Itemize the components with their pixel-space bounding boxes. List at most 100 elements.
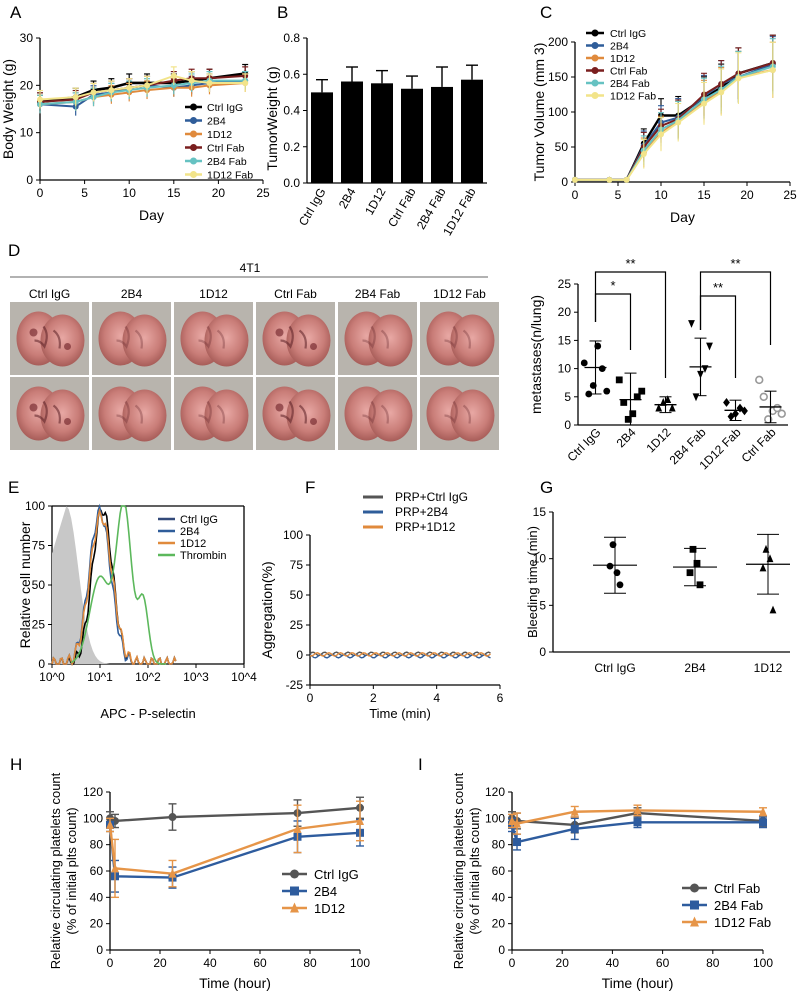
panel-label: H	[10, 755, 22, 774]
y-axis-title-line1: Relative circulating platelets count	[451, 772, 466, 969]
lung-lesion	[34, 400, 61, 424]
y-tick-label: 80	[90, 838, 104, 852]
legend-label: Thrombin	[180, 550, 226, 562]
x-tick-label: 10^3	[183, 670, 209, 684]
legend-label: Ctrl Fab	[714, 881, 760, 896]
legend-marker	[190, 117, 197, 124]
significance-bracket	[594, 293, 632, 350]
legend-label: Ctrl IgG	[610, 28, 646, 40]
x-tick-label: 80	[706, 956, 720, 970]
data-point	[570, 824, 579, 833]
x-tick-label: 10^0	[39, 670, 65, 684]
y-axis-title: Tumor Volume (mm 3)	[531, 43, 547, 182]
category-label: 1D12	[362, 185, 389, 217]
x-tick-label: 10	[123, 186, 137, 200]
legend-label: 2B4 Fab	[610, 78, 650, 90]
data-point	[606, 176, 613, 183]
y-tick-label: 20	[20, 78, 34, 92]
y-axis-title: Body Weight (g)	[0, 59, 16, 159]
lung-lesion	[275, 328, 284, 337]
y-axis-title: metastases(n/lung)	[528, 295, 544, 414]
group-1	[673, 545, 717, 589]
data-point	[242, 79, 249, 86]
x-tick-label: 40	[606, 956, 620, 970]
y-tick-label: 75	[32, 539, 46, 553]
panel-i-axes: 0 20 40 60 80 100 120 0 20 40 60 80 100 Time (hour) Re…	[451, 772, 773, 991]
lung-column-label: 1D12	[199, 287, 228, 301]
y-tick-label: 100	[25, 499, 45, 513]
lung-lesion	[444, 400, 471, 424]
lung-column-label: Ctrl Fab	[274, 287, 317, 301]
data-point	[170, 82, 177, 89]
series-line	[39, 72, 246, 104]
series-line	[575, 62, 774, 181]
panel-label: G	[540, 478, 553, 497]
legend-marker	[290, 902, 299, 913]
data-point	[108, 87, 115, 94]
y-tick-label: 60	[492, 864, 506, 878]
bar	[371, 83, 393, 183]
legend-marker	[591, 42, 599, 49]
data-point	[633, 393, 641, 401]
legend-label: 1D12 Fab	[207, 170, 253, 182]
data-point	[188, 77, 195, 84]
legend-marker	[690, 883, 699, 893]
x-tick-label: 15	[697, 188, 711, 202]
y-axis-title: Relative cell number	[17, 521, 33, 648]
data-point	[692, 393, 700, 402]
x-tick-label: 4	[433, 691, 440, 705]
lung-lesion	[116, 400, 143, 424]
lung-lesion	[362, 325, 389, 349]
legend-marker	[290, 869, 299, 879]
x-tick-label: 25	[256, 186, 270, 200]
x-tick-label: 0	[37, 186, 44, 200]
data-point	[90, 89, 97, 96]
x-tick-label: 20	[153, 956, 167, 970]
lung-column-label: Ctrl IgG	[29, 287, 70, 301]
data-point	[686, 569, 694, 577]
legend-marker	[591, 54, 599, 62]
legend-label: 2B4 Fab	[207, 156, 247, 168]
x-axis-title: APC - P-selectin	[100, 706, 195, 721]
data-point	[513, 818, 522, 828]
category-label: 2B4	[614, 425, 639, 450]
lung-lobe-right	[204, 314, 249, 367]
legend-marker	[190, 157, 197, 165]
group-2	[654, 395, 677, 414]
category-label: 1D12	[754, 661, 783, 675]
data-point	[633, 818, 642, 827]
legend-label: 2B4	[180, 526, 200, 538]
data-point	[769, 605, 777, 614]
y-tick-label: 0.6	[283, 67, 300, 81]
y-tick-label: 0	[296, 648, 303, 662]
group-label: 4T1	[240, 261, 261, 275]
x-tick-label: 0	[572, 188, 579, 202]
y-tick-label: 10	[20, 126, 34, 140]
lung-lesion	[64, 343, 71, 350]
series-2: 1D12	[106, 800, 364, 916]
lung-lesion	[444, 325, 471, 349]
y-tick-label: 25	[32, 618, 46, 632]
y-axis-title-line1: Relative circulating platelets count	[48, 772, 63, 969]
y-axis-title-line2: (% of initial plts count)	[64, 807, 79, 934]
data-point	[144, 82, 151, 89]
lung-lobe-right	[286, 389, 331, 442]
x-tick-label: 10^2	[135, 670, 161, 684]
legend-label: 2B4	[610, 41, 629, 53]
y-axis-title: TumorWeight (g)	[264, 66, 280, 170]
legend-label: PRP+1D12	[395, 520, 456, 534]
lung-lobe-right	[368, 314, 413, 367]
series-0: Ctrl IgG	[106, 796, 364, 882]
data-point	[696, 581, 704, 589]
y-tick-label: 25	[290, 618, 304, 632]
data-point	[168, 813, 177, 822]
y-tick-label: 0	[498, 943, 505, 957]
y-tick-label: 25	[558, 277, 572, 291]
legend-marker	[290, 886, 299, 896]
x-tick-label: 20	[556, 956, 570, 970]
data-point	[629, 410, 637, 418]
lung-column-label: 2B4	[121, 287, 143, 301]
data-point	[616, 581, 624, 589]
data-point	[106, 819, 114, 829]
significance-label: **	[713, 280, 723, 295]
